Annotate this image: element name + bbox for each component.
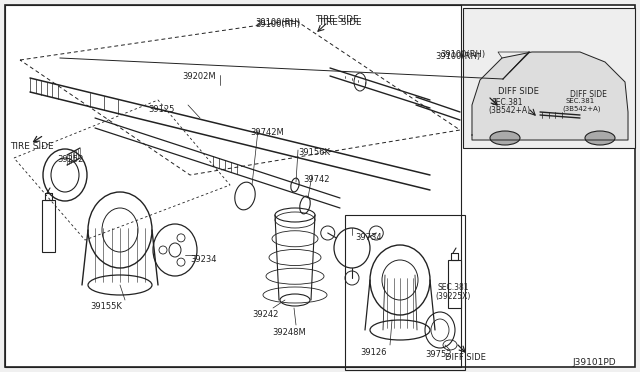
Text: SEC.381: SEC.381	[438, 283, 470, 292]
Bar	[448, 260, 461, 308]
Text: (3B542+A): (3B542+A)	[488, 106, 530, 115]
Text: (39225X): (39225X)	[435, 292, 470, 301]
Text: DIFF SIDE: DIFF SIDE	[498, 87, 539, 96]
Text: 39234: 39234	[190, 255, 216, 264]
Text: SEC.381: SEC.381	[565, 98, 595, 104]
Bar	[5, 5, 461, 367]
Text: 39202M: 39202M	[182, 72, 216, 81]
Text: 39100(RH): 39100(RH)	[255, 18, 300, 27]
Bar	[463, 8, 635, 148]
Bar	[345, 215, 465, 370]
Text: 39252: 39252	[57, 155, 83, 164]
Text: TIRE SIDE: TIRE SIDE	[315, 15, 358, 24]
Text: 39248M: 39248M	[272, 328, 306, 337]
Text: 39125: 39125	[148, 105, 174, 114]
Text: 39100(RH): 39100(RH)	[440, 50, 485, 59]
Text: 39742M: 39742M	[250, 128, 284, 137]
Text: (3B542+A): (3B542+A)	[562, 105, 600, 112]
Ellipse shape	[585, 131, 615, 145]
Text: 39752: 39752	[425, 350, 451, 359]
Text: 39155K: 39155K	[90, 302, 122, 311]
Text: 39100(RH): 39100(RH)	[255, 20, 300, 29]
Polygon shape	[472, 52, 628, 140]
Text: TIRE SIDE: TIRE SIDE	[318, 18, 362, 27]
Text: 39156K: 39156K	[298, 148, 330, 157]
Text: J39101PD: J39101PD	[572, 358, 616, 367]
Text: 39242: 39242	[252, 310, 278, 319]
Text: DIFF SIDE: DIFF SIDE	[570, 90, 607, 99]
Bar	[42, 200, 55, 252]
Text: 39126: 39126	[360, 348, 387, 357]
Text: 39742: 39742	[303, 175, 330, 184]
Text: 39734: 39734	[355, 233, 381, 242]
Text: DIFF SIDE: DIFF SIDE	[445, 353, 486, 362]
Text: 39100(RH): 39100(RH)	[435, 52, 480, 61]
Text: SEC.381: SEC.381	[492, 98, 524, 107]
Ellipse shape	[490, 131, 520, 145]
Text: TIRE SIDE: TIRE SIDE	[10, 142, 54, 151]
